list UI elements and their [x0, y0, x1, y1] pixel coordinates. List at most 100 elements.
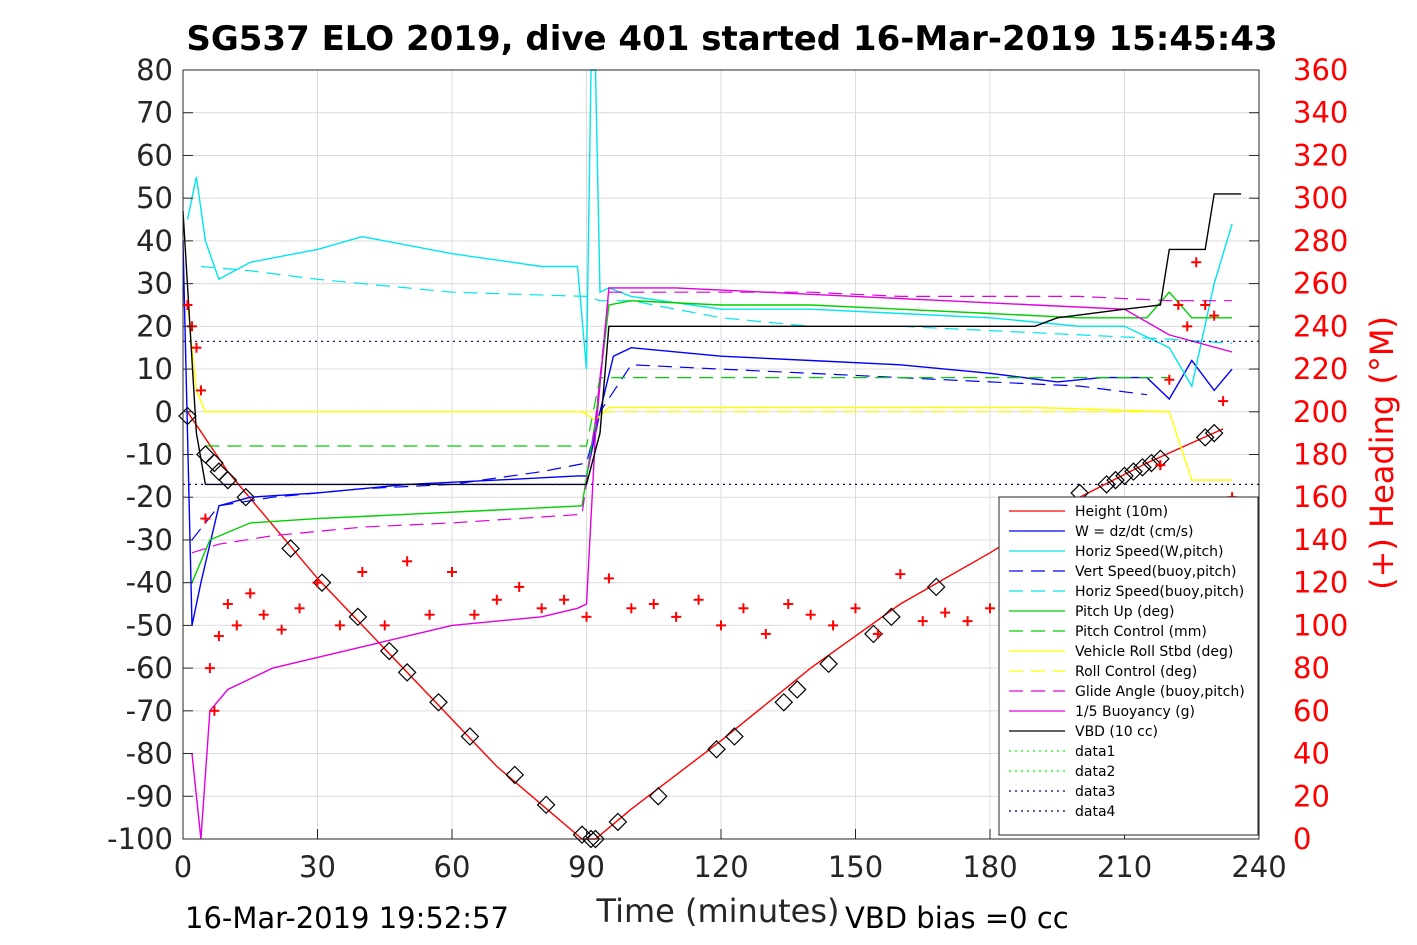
heading-marker	[200, 513, 211, 524]
heading-marker	[334, 620, 345, 631]
heading-marker	[1209, 310, 1220, 321]
square-marker	[281, 539, 300, 558]
heading-marker	[191, 342, 202, 353]
square-marker	[1151, 449, 1170, 469]
right-y-tick-label: 60	[1293, 694, 1330, 728]
heading-marker	[1182, 321, 1193, 332]
right-y-tick-label: 320	[1293, 138, 1348, 172]
footer-vbd-bias: VBD bias =0 cc	[845, 901, 1069, 935]
heading-marker	[204, 663, 215, 674]
right-y-tick-label: 360	[1293, 53, 1348, 87]
y-tick-label: 20	[136, 309, 173, 343]
square-marker	[236, 487, 256, 507]
series-line-5	[191, 291, 1233, 583]
series-line-9	[191, 291, 1233, 554]
right-y-axis-label: (+) Heading (°M)	[1363, 316, 1401, 590]
heading-marker	[985, 603, 995, 614]
y-tick-label: 80	[136, 53, 173, 87]
square-marker	[1195, 428, 1215, 447]
heading-marker	[1200, 299, 1211, 310]
heading-marker	[213, 631, 224, 642]
square-marker	[608, 812, 628, 832]
heading-marker	[312, 577, 323, 588]
right-y-tick-label: 220	[1293, 352, 1348, 386]
square-marker	[209, 462, 229, 481]
right-y-tick-label: 140	[1293, 523, 1348, 557]
series-line-2	[186, 69, 1233, 388]
square-marker	[218, 470, 238, 490]
heading-marker	[469, 609, 480, 620]
y-tick-label: -60	[126, 651, 173, 685]
square-marker	[648, 786, 668, 806]
square-marker	[926, 577, 946, 597]
y-tick-label: -10	[126, 438, 173, 472]
series-line-6	[205, 377, 1170, 447]
series-line-4	[200, 265, 1233, 344]
heading-marker	[447, 566, 457, 577]
right-y-tick-label: 280	[1293, 224, 1348, 258]
heading-marker	[895, 569, 906, 580]
heading-marker	[626, 603, 637, 614]
legend-label-13: data2	[1075, 764, 1115, 780]
legend-box	[998, 496, 1259, 836]
x-tick-label: 30	[299, 850, 336, 884]
heading-marker	[209, 705, 220, 716]
heading-marker	[693, 594, 704, 605]
heading-marker	[514, 581, 525, 592]
x-axis-ticks: 0 30 60 90 120 150 180 210 240	[174, 829, 1287, 884]
heading-marker	[1191, 257, 1202, 268]
heading-marker	[1173, 299, 1184, 310]
square-marker	[586, 829, 605, 849]
square-marker	[774, 692, 794, 712]
right-y-tick-label: 200	[1293, 395, 1348, 429]
heading-marker	[245, 588, 256, 599]
square-marker	[536, 795, 556, 815]
heading-marker	[1164, 374, 1175, 385]
square-marker	[882, 607, 901, 627]
legend-label-2: Horiz Speed(W,pitch)	[1075, 544, 1223, 560]
heading-marker	[559, 594, 570, 605]
legend-label-15: data4	[1075, 804, 1116, 820]
square-marker	[460, 727, 480, 746]
y-axis-ticks: -100-90-80-70-60-50-40-30-20-10010203040…	[107, 53, 193, 856]
right-y-tick-label: 160	[1293, 480, 1348, 514]
legend-label-6: Pitch Control (mm)	[1075, 624, 1207, 640]
heading-marker	[276, 624, 287, 635]
legend-label-10: 1/5 Buoyancy (g)	[1075, 704, 1195, 720]
heading-marker	[828, 620, 839, 631]
right-y-tick-label: 340	[1293, 96, 1348, 130]
heading-marker	[581, 611, 592, 622]
heading-marker	[783, 599, 794, 610]
square-marker	[725, 727, 744, 746]
legend-label-3: Vert Speed(buoy,pitch)	[1075, 564, 1237, 580]
heading-marker	[805, 609, 816, 620]
heading-marker	[760, 628, 771, 639]
square-marker	[379, 641, 399, 661]
right-y-tick-label: 300	[1293, 181, 1348, 215]
legend-label-5: Pitch Up (deg)	[1075, 604, 1174, 620]
heading-marker	[850, 603, 861, 614]
heading-marker	[182, 299, 193, 310]
legend-label-7: Vehicle Roll Stbd (deg)	[1075, 644, 1233, 660]
y-tick-label: -80	[126, 737, 173, 771]
right-y-tick-label: 20	[1293, 779, 1330, 813]
square-marker	[1142, 453, 1161, 473]
y-tick-label: -70	[126, 694, 173, 728]
x-tick-label: 180	[962, 850, 1017, 884]
right-y-tick-label: 80	[1293, 651, 1330, 685]
x-tick-label: 240	[1231, 850, 1286, 884]
heading-marker	[716, 620, 726, 631]
square-marker	[505, 765, 525, 785]
chart-title: SG537 ELO 2019, dive 401 started 16-Mar-…	[186, 19, 1277, 59]
right-y-tick-label: 120	[1293, 566, 1348, 600]
y-tick-label: 0	[155, 395, 173, 429]
legend-label-8: Roll Control (deg)	[1075, 664, 1197, 680]
y-tick-label: 60	[136, 138, 173, 172]
series-line-7	[186, 304, 1233, 481]
square-marker	[1124, 462, 1143, 481]
heading-markers-layer	[182, 257, 1238, 716]
heading-marker	[195, 385, 206, 396]
right-y-tick-label: 0	[1293, 822, 1311, 856]
heading-marker	[294, 603, 305, 614]
